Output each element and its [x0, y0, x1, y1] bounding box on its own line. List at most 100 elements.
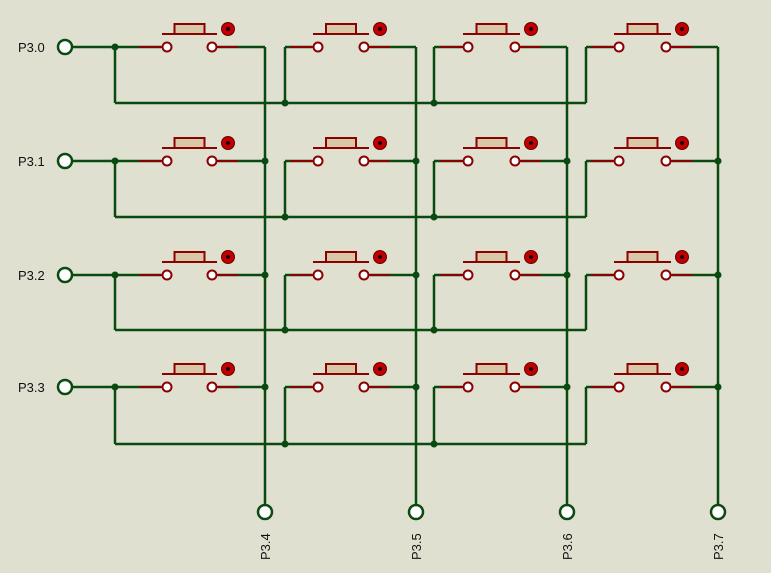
state-indicator-dot — [529, 255, 533, 259]
push-button — [139, 136, 238, 167]
push-button — [591, 362, 692, 393]
column-terminal — [407, 503, 425, 521]
switch-plunger — [325, 363, 357, 375]
junction-dot — [563, 383, 571, 391]
switch-plunger — [325, 137, 357, 149]
switch-contact-right — [509, 155, 521, 167]
junction-dot — [281, 213, 289, 221]
switch-contact-right — [509, 381, 521, 393]
switch-contact-left — [161, 155, 173, 167]
push-button — [591, 22, 692, 53]
terminals-layer — [56, 38, 727, 521]
junction-dot — [430, 99, 438, 107]
junction-dot — [261, 383, 269, 391]
junction-dot — [412, 271, 420, 279]
labels-layer: P3.0 P3.1 P3.2 P3.3 P3.4 P3.5 P3.6 P3.7 — [18, 40, 726, 560]
state-indicator-dot — [529, 141, 533, 145]
switch-contact-left — [462, 381, 474, 393]
row-terminal — [56, 152, 74, 170]
junction-dot — [412, 383, 420, 391]
state-indicator-dot — [680, 255, 684, 259]
junction-dot — [111, 271, 119, 279]
switch-contact-right — [358, 155, 370, 167]
junction-dot — [261, 271, 269, 279]
switch-plunger — [626, 23, 659, 35]
column-terminal — [256, 503, 274, 521]
switch-contact-right — [206, 155, 218, 167]
junction-dot — [111, 157, 119, 165]
switch-plunger — [626, 251, 659, 263]
state-indicator-dot — [680, 367, 684, 371]
state-indicator-dot — [226, 27, 230, 31]
switch-plunger — [173, 363, 206, 375]
junction-dot — [111, 383, 119, 391]
switch-contact-left — [312, 155, 324, 167]
col-label-p3-5: P3.5 — [409, 533, 424, 560]
push-button — [440, 136, 541, 167]
push-button — [290, 136, 390, 167]
switch-contact-left — [613, 41, 625, 53]
col-label-p3-6: P3.6 — [560, 533, 575, 560]
row-terminal — [56, 266, 74, 284]
push-button — [139, 22, 238, 53]
junction-dot — [281, 440, 289, 448]
state-indicator-dot — [680, 141, 684, 145]
state-indicator-dot — [378, 141, 382, 145]
switch-contact-left — [312, 41, 324, 53]
switch-contact-right — [509, 269, 521, 281]
switch-contact-right — [206, 269, 218, 281]
switch-plunger — [626, 137, 659, 149]
push-button — [591, 250, 692, 281]
push-button — [440, 362, 541, 393]
state-indicator-dot — [226, 255, 230, 259]
state-indicator-dot — [529, 27, 533, 31]
switch-contact-left — [462, 41, 474, 53]
push-buttons-layer — [139, 22, 692, 393]
switch-plunger — [475, 251, 508, 263]
switch-contact-left — [613, 155, 625, 167]
push-button — [290, 22, 390, 53]
switch-contact-right — [206, 41, 218, 53]
switch-contact-left — [312, 381, 324, 393]
state-indicator-dot — [680, 27, 684, 31]
switch-contact-left — [161, 381, 173, 393]
switch-contact-left — [161, 41, 173, 53]
switch-contact-right — [206, 381, 218, 393]
switch-plunger — [475, 137, 508, 149]
push-button — [290, 250, 390, 281]
switch-plunger — [475, 23, 508, 35]
col-label-p3-7: P3.7 — [711, 533, 726, 560]
switch-contact-right — [358, 41, 370, 53]
junction-dot — [261, 157, 269, 165]
switch-contact-right — [660, 381, 672, 393]
junction-dot — [714, 383, 722, 391]
switch-contact-right — [509, 41, 521, 53]
switch-contact-right — [358, 381, 370, 393]
switch-contact-right — [660, 41, 672, 53]
row-label-p3-1: P3.1 — [18, 154, 45, 169]
row-label-p3-0: P3.0 — [18, 40, 45, 55]
junction-dot — [430, 326, 438, 334]
row-label-p3-3: P3.3 — [18, 380, 45, 395]
push-button — [440, 250, 541, 281]
switch-plunger — [475, 363, 508, 375]
switch-plunger — [173, 251, 206, 263]
state-indicator-dot — [378, 367, 382, 371]
column-terminal — [709, 503, 727, 521]
push-button — [290, 362, 390, 393]
junction-dot — [430, 440, 438, 448]
row-terminal — [56, 378, 74, 396]
switch-contact-right — [358, 269, 370, 281]
state-indicator-dot — [378, 27, 382, 31]
junction-dot — [714, 271, 722, 279]
switch-plunger — [626, 363, 659, 375]
column-terminal — [558, 503, 576, 521]
junction-dot — [281, 99, 289, 107]
push-button — [591, 136, 692, 167]
junction-dot — [281, 326, 289, 334]
junction-dot — [714, 157, 722, 165]
state-indicator-dot — [529, 367, 533, 371]
state-indicator-dot — [378, 255, 382, 259]
switch-plunger — [173, 23, 206, 35]
